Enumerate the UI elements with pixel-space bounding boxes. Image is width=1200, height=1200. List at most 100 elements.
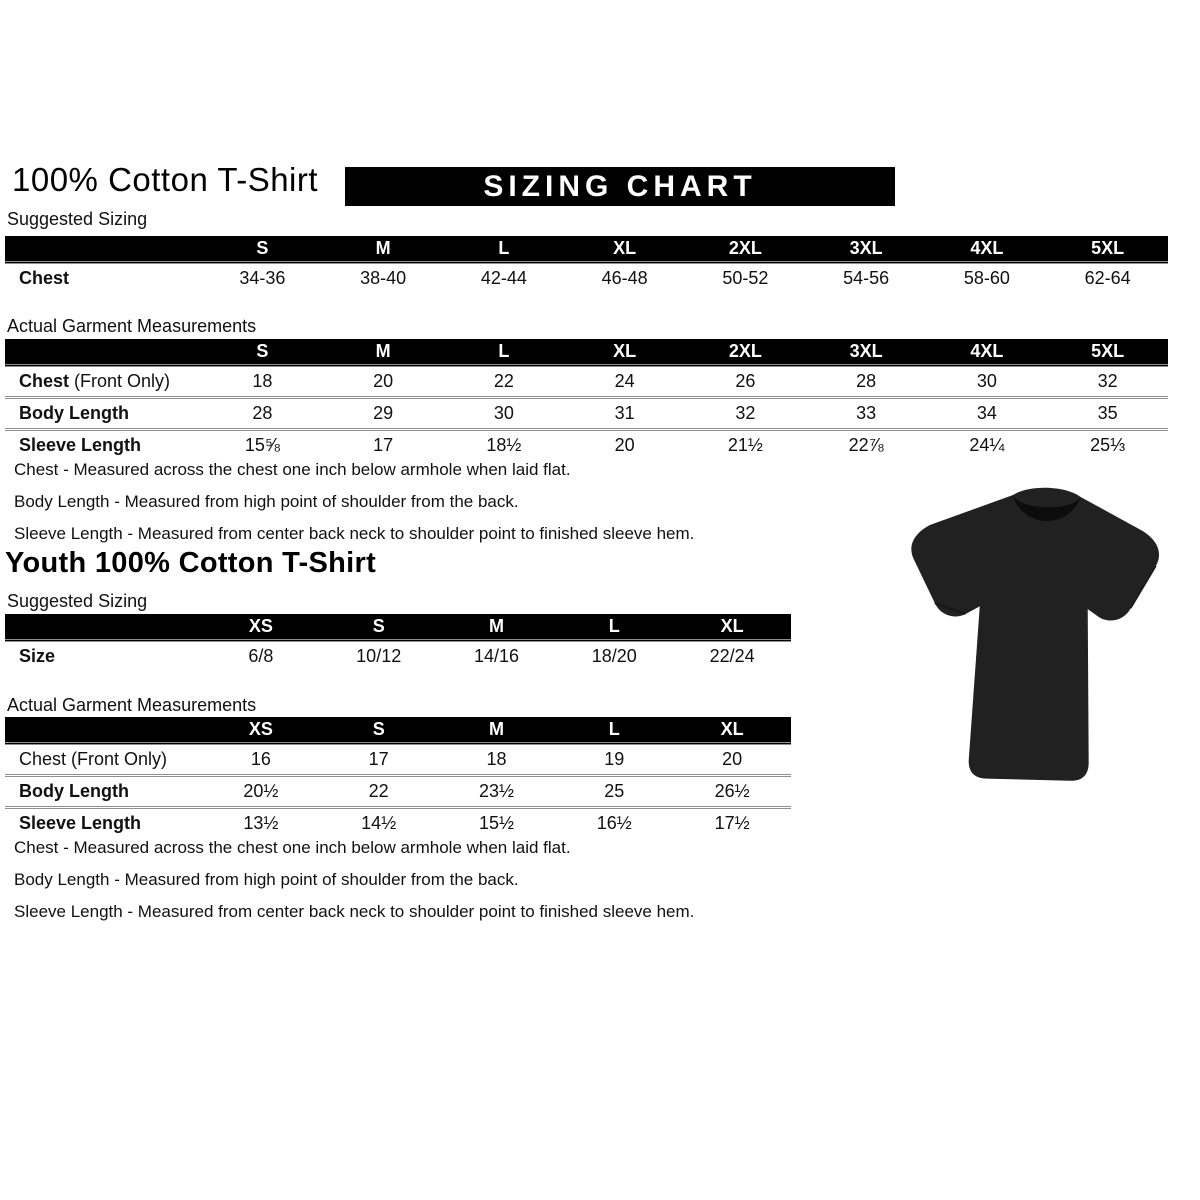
size-column-header: 2XL [685,236,806,263]
measurement-value: 23½ [437,774,556,808]
adult-suggested-sizing-heading: Suggested Sizing [7,209,148,229]
measurement-value: 25 [555,774,674,808]
measurement-value: 14½ [319,806,438,838]
tshirt-illustration [911,487,1159,781]
row-label: Chest (Front Only) [5,742,202,776]
size-column-header: M [322,236,444,263]
sizing-table: S M L XL 2XL 3XL 4XL 5XL Chest 34-36 38-40 42-44 46-… [5,236,1168,293]
measurement-value: 32 [1047,364,1168,398]
measurement-value: 22⅞ [805,428,927,460]
row-label: Chest [5,261,202,293]
measurement-value: 62-64 [1047,261,1168,293]
row-label: Sleeve Length [5,806,202,838]
measurement-value: 18 [437,742,556,776]
size-column-header: 2XL [685,339,806,366]
measurement-value: 58-60 [926,261,1048,293]
youth-actual-measurements-heading: Actual Garment Measurements [7,695,257,715]
measurement-value: 20 [673,742,791,776]
row-label: Chest (Front Only) [5,364,202,398]
measurement-value: 35 [1047,396,1168,430]
size-column-header: 3XL [805,339,927,366]
note-body-length: Body Length - Measured from high point o… [14,492,519,511]
measurement-row: Body Length 20½ 22 23½ 25 26½ [5,774,791,808]
measurement-row: Body Length 28 29 30 31 32 33 34 35 [5,396,1168,430]
measurement-value: 15½ [437,806,556,838]
size-column-header: XS [202,717,320,744]
measurement-value: 42-44 [443,261,565,293]
size-column-header: XL [564,236,685,263]
header-spacer-cell [5,717,202,744]
size-column-header: XL [673,717,791,744]
measurement-value: 30 [443,396,565,430]
measurement-value: 20½ [202,774,320,808]
sizing-chart-banner: SIZING CHART [345,167,895,206]
size-header-row: S M L XL 2XL 3XL 4XL 5XL [5,236,1168,263]
adult-section-title: 100% Cotton T-Shirt [12,161,319,198]
measurement-value: 34-36 [202,261,323,293]
measurement-value: 50-52 [685,261,806,293]
youth-actual-measurements-table: XS S M L XL Chest (Front Only) 16 17 18 19 20 Body … [5,717,791,838]
measurement-value: 16½ [555,806,674,838]
size-column-header: XL [673,614,791,641]
measurement-value: 18 [202,364,323,398]
size-column-header: L [555,614,674,641]
measurement-value: 22/24 [673,639,791,671]
header-spacer-cell [5,614,202,641]
black-tshirt-image [893,476,1193,808]
measurement-row: Sleeve Length 13½ 14½ 15½ 16½ 17½ [5,806,791,838]
measurement-value: 19 [555,742,674,776]
youth-section-title: Youth 100% Cotton T-Shirt [5,547,377,579]
row-label: Body Length [5,774,202,808]
measurement-value: 54-56 [805,261,927,293]
note-body-length: Body Length - Measured from high point o… [14,870,519,889]
header-spacer-cell [5,339,202,366]
measurement-row: Chest (Front Only) 16 17 18 19 20 [5,742,791,776]
measurement-value: 10/12 [319,639,438,671]
size-column-header: S [202,236,323,263]
row-label: Size [5,639,202,671]
measurement-value: 18/20 [555,639,674,671]
size-header-row: XS S M L XL [5,717,791,744]
measurement-value: 24 [564,364,685,398]
header-spacer-cell [5,236,202,263]
size-header-row: XS S M L XL [5,614,791,641]
measurement-value: 32 [685,396,806,430]
size-header-row: S M L XL 2XL 3XL 4XL 5XL [5,339,1168,366]
size-column-header: S [202,339,323,366]
adult-actual-measurements-table: S M L XL 2XL 3XL 4XL 5XL Chest (Front Only) 18 20 2… [5,339,1168,460]
sizing-table: S M L XL 2XL 3XL 4XL 5XL Chest (Front Only) 18 20 2… [5,339,1168,460]
measurement-row: Chest (Front Only) 18 20 22 24 26 28 30 32 [5,364,1168,398]
measurement-value: 22 [443,364,565,398]
measurement-value: 14/16 [437,639,556,671]
sizing-table: XS S M L XL Chest (Front Only) 16 17 18 19 20 Body … [5,717,791,838]
size-column-header: XL [564,339,685,366]
size-column-header: 5XL [1047,339,1168,366]
adult-actual-measurements-heading: Actual Garment Measurements [7,316,257,336]
measurement-value: 17½ [673,806,791,838]
size-column-header: L [443,339,565,366]
measurement-value: 13½ [202,806,320,838]
measurement-value: 38-40 [322,261,444,293]
measurement-value: 16 [202,742,320,776]
sizing-table: XS S M L XL Size 6/8 10/12 14/16 18/20 22/24 [5,614,791,671]
adult-suggested-sizing-table: S M L XL 2XL 3XL 4XL 5XL Chest 34-36 38-40 42-44 46-… [5,236,1168,293]
measurement-value: 21½ [685,428,806,460]
measurement-value: 15⅝ [202,428,323,460]
measurement-value: 28 [805,364,927,398]
measurement-value: 20 [564,428,685,460]
size-column-header: 4XL [926,339,1048,366]
adult-measurement-notes: Chest - Measured across the chest one in… [14,460,694,556]
note-chest: Chest - Measured across the chest one in… [14,460,571,479]
size-column-header: S [319,614,438,641]
size-column-header: XS [202,614,320,641]
measurement-value: 17 [322,428,444,460]
size-column-header: M [322,339,444,366]
measurement-value: 29 [322,396,444,430]
measurement-value: 20 [322,364,444,398]
size-column-header: L [555,717,674,744]
size-column-header: M [437,717,556,744]
measurement-value: 34 [926,396,1048,430]
note-chest: Chest - Measured across the chest one in… [14,838,571,857]
size-column-header: S [319,717,438,744]
measurement-value: 18½ [443,428,565,460]
